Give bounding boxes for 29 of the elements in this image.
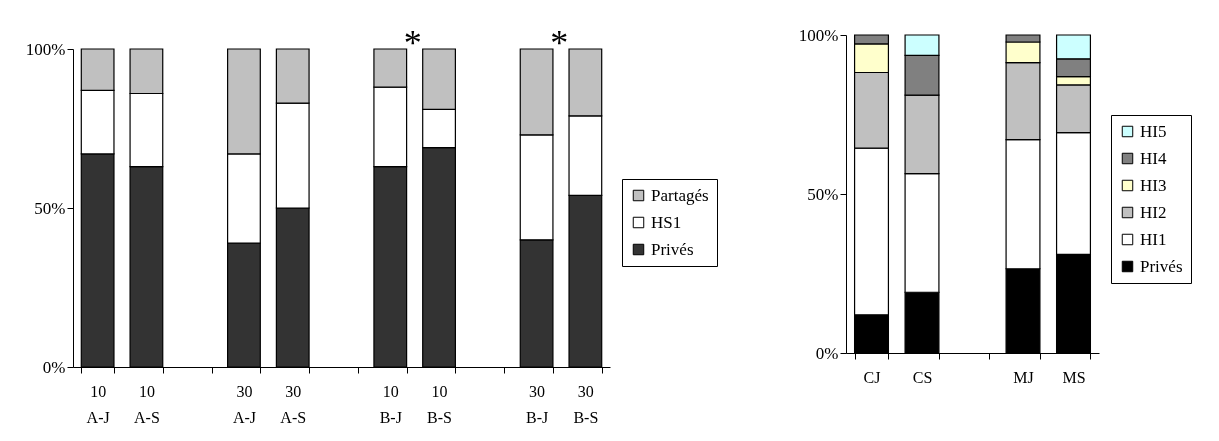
y-tick-label: 0%	[42, 357, 66, 377]
legend-label: HI2	[1140, 202, 1167, 222]
y-tick-label: 50%	[34, 198, 66, 218]
x-tick-label: CJ	[863, 368, 881, 386]
y-tick-label: 50%	[807, 184, 839, 204]
x-tick-label: 30 B-S	[573, 382, 599, 426]
x-tick-label: 10 B-J	[379, 382, 402, 426]
legend-label: Partagés	[651, 185, 709, 205]
x-tick-label: 30 A-J	[232, 382, 257, 426]
legend-label: HI4	[1140, 148, 1167, 168]
annotation: *	[550, 23, 569, 63]
y-tick-label: 0%	[815, 343, 839, 363]
x-tick-label: 30 B-J	[525, 382, 549, 426]
legend-label: Privés	[1140, 256, 1183, 276]
x-tick-label: CS	[912, 368, 933, 386]
x-tick-label: 30 A-S	[280, 382, 307, 426]
x-tick-label: 10 A-J	[86, 382, 110, 426]
y-tick-label: 100%	[798, 25, 839, 45]
x-tick-label: MJ	[1013, 368, 1034, 386]
x-tick-label: 10 B-S	[427, 382, 452, 426]
legend-label: Privés	[651, 239, 694, 259]
legend-label: HI1	[1140, 229, 1167, 249]
legend-label: HI3	[1140, 175, 1167, 195]
legend-label: HI5	[1140, 121, 1167, 141]
x-tick-label: 10 A-S	[134, 382, 160, 426]
legend-label: HS1	[651, 212, 682, 232]
y-tick-label: 100%	[25, 39, 66, 59]
annotation: *	[403, 23, 422, 63]
x-tick-label: MS	[1062, 368, 1086, 386]
